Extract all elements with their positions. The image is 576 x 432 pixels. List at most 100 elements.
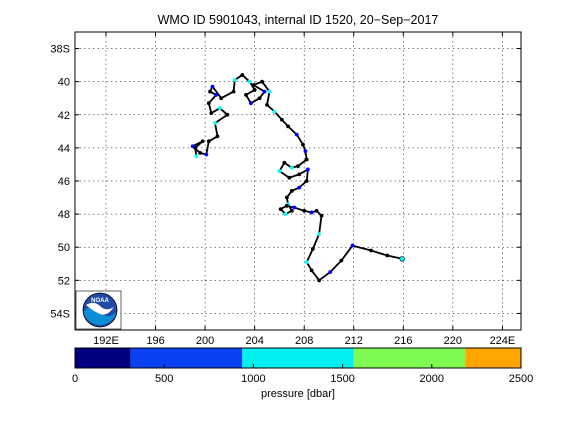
y-tick-label: 48 [58, 209, 70, 221]
profile-point [385, 253, 390, 258]
profile-point [297, 185, 302, 190]
pressure-colorbar: 0 500 1000 1500 2000 2500 [72, 347, 533, 385]
latitude-axis: 38S 40 42 44 46 48 50 52 54S [50, 44, 521, 320]
profile-point [294, 132, 299, 137]
y-tick-label: 44 [58, 143, 70, 155]
profile-point [277, 169, 282, 173]
profile-point [284, 195, 289, 200]
profile-point [350, 243, 355, 248]
y-tick-label: 54S [50, 308, 70, 320]
profile-point [206, 101, 211, 106]
profile-point [279, 117, 284, 122]
profile-point [317, 232, 321, 236]
profile-point [194, 154, 199, 159]
profile-point [249, 101, 253, 106]
float-profile-points [190, 73, 405, 283]
colorbar-tick-label: 2500 [509, 373, 533, 385]
profile-point [289, 165, 294, 170]
profile-point [339, 258, 344, 263]
y-tick-label: 42 [58, 110, 70, 122]
map-gridlines [75, 32, 521, 330]
noaa-logo: NOAA [75, 290, 122, 330]
profile-point [297, 172, 302, 177]
y-tick-label: 52 [58, 275, 70, 287]
profile-point [282, 160, 287, 165]
profile-point [287, 175, 292, 180]
y-tick-label: 50 [58, 242, 70, 254]
y-tick-label: 40 [58, 77, 70, 89]
colorbar-tick-label: 1500 [330, 373, 354, 385]
profile-point [314, 208, 319, 213]
colorbar-frame [74, 347, 522, 369]
last-position-point [399, 256, 405, 262]
profile-point [198, 150, 203, 155]
x-tick-label: 208 [295, 335, 313, 347]
profile-point [289, 208, 294, 213]
profile-point [218, 106, 222, 111]
profile-point [309, 268, 314, 273]
profile-point [251, 83, 256, 87]
profile-point [209, 111, 214, 116]
x-tick-label: 220 [444, 335, 462, 347]
profile-point [296, 164, 300, 169]
x-tick-label: 212 [345, 335, 363, 347]
profile-point [284, 203, 289, 208]
map-axes-background [75, 32, 521, 330]
profile-point [215, 134, 220, 139]
profile-point [304, 157, 309, 162]
profile-point [208, 89, 212, 94]
colorbar-bin [130, 348, 243, 368]
profile-point [369, 248, 373, 253]
profile-point [304, 260, 309, 265]
profile-point [303, 149, 308, 154]
colorbar-tick-label: 0 [72, 373, 78, 385]
profile-point [292, 205, 297, 210]
profile-point [257, 96, 262, 101]
profile-point [306, 167, 310, 172]
profile-point [240, 73, 245, 77]
profile-point [204, 152, 209, 157]
colorbar-tick-label: 2000 [420, 373, 444, 385]
profile-point [200, 139, 205, 144]
profile-point [283, 212, 288, 217]
x-tick-label: 192E [93, 335, 119, 347]
x-tick-label: 224E [490, 335, 516, 347]
profile-point [265, 102, 269, 107]
profile-point [231, 89, 236, 94]
profile-point [219, 96, 224, 101]
profile-point [304, 179, 309, 183]
profile-point [247, 79, 252, 84]
profile-point [225, 112, 230, 117]
profile-point [260, 79, 264, 84]
profile-point [213, 121, 217, 125]
colorbar-bin [465, 348, 521, 368]
profile-point [328, 270, 333, 274]
chart-title: WMO ID 5901043, internal ID 1520, 20−Sep… [158, 13, 439, 27]
profile-point [190, 144, 195, 149]
longitude-axis: 192E 196 200 204 208 212 216 220 224E [93, 32, 515, 347]
profile-point [272, 109, 277, 114]
profile-point [309, 210, 314, 215]
x-tick-label: 196 [146, 335, 164, 347]
colorbar-bin [242, 348, 354, 368]
colorbar-bin [353, 348, 466, 368]
profile-point [214, 93, 219, 97]
profile-point [244, 93, 248, 97]
colorbar-bin [75, 348, 131, 368]
profile-point [289, 189, 294, 193]
x-tick-label: 216 [394, 335, 412, 347]
profile-point [278, 207, 283, 212]
profile-point [206, 139, 211, 144]
profile-point [252, 88, 257, 92]
y-tick-label: 46 [58, 176, 70, 188]
x-tick-label: 204 [245, 335, 263, 347]
profile-point [262, 89, 267, 94]
profile-point [286, 124, 290, 129]
colorbar-tick-label: 1000 [241, 373, 265, 385]
profile-point [310, 246, 315, 251]
colorbar-tick-label: 500 [155, 373, 173, 385]
profile-point [301, 142, 305, 147]
profile-point [319, 213, 324, 218]
profile-point [267, 89, 272, 94]
